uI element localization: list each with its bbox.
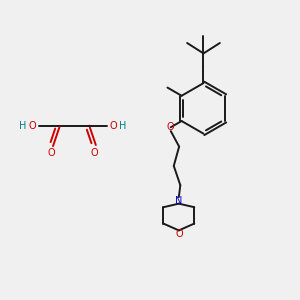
Text: O: O	[29, 121, 36, 131]
Text: O: O	[90, 148, 98, 158]
Text: O: O	[175, 229, 183, 239]
Text: O: O	[109, 121, 117, 131]
Text: O: O	[167, 122, 175, 132]
Text: N: N	[175, 196, 182, 206]
Text: H: H	[19, 121, 26, 131]
Text: O: O	[47, 148, 55, 158]
Text: H: H	[119, 121, 126, 131]
